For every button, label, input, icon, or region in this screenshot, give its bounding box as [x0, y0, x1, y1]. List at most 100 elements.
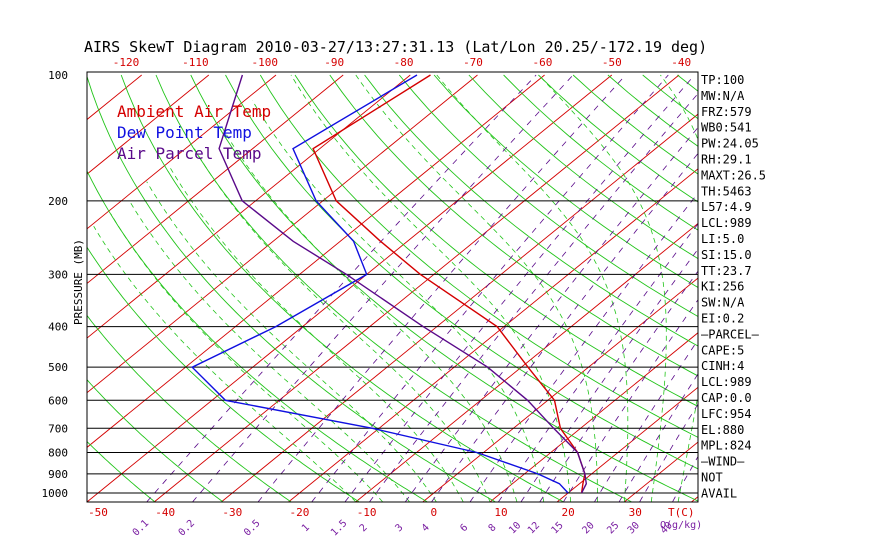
stat-line: KI:256	[701, 280, 744, 294]
bottom-tick-label: -10	[357, 506, 377, 519]
dry-adiabat-line	[259, 74, 698, 438]
mixing-ratio-line	[146, 74, 537, 502]
legend-ambient: Ambient Air Temp	[117, 102, 271, 121]
top-tick-label: -70	[463, 56, 483, 69]
y-tick-label: 200	[48, 195, 68, 208]
stat-line: PW:24.05	[701, 137, 759, 151]
isobars	[87, 200, 698, 494]
mixing-ratio-label: 1.5	[329, 518, 350, 539]
y-tick-label: 800	[48, 446, 68, 459]
isotherm-line	[489, 332, 698, 502]
stats-panel: TP:100 MW:N/A FRZ:579 WB0:541 PW:24.05 RH:29.…	[701, 73, 766, 500]
top-tick-label: -120	[113, 56, 140, 69]
mixing-ratio-line	[344, 74, 695, 502]
mixing-ratio-line	[192, 74, 574, 502]
mixing-ratio-unit: Q(g/kg)	[660, 520, 702, 531]
isotherm-line	[87, 74, 277, 230]
dry-adiabat-line	[0, 75, 19, 502]
isotherm-line	[288, 168, 698, 502]
dry-adiabat-line	[225, 74, 698, 470]
stat-line: TT:23.7	[701, 264, 752, 278]
mixing-ratio-line	[539, 270, 698, 502]
mixing-ratio-label: 1	[300, 522, 312, 534]
mixing-ratio-label: 20	[580, 520, 596, 536]
legend-parcel: Air Parcel Temp	[117, 144, 262, 163]
stat-line: LCL:989	[701, 375, 752, 389]
mixing-ratio-line	[404, 126, 698, 502]
moist-adiabat-line	[168, 165, 464, 502]
mixing-ratio-label: 12	[526, 520, 542, 536]
top-tick-label: -50	[602, 56, 622, 69]
dry-adiabat-line	[329, 74, 698, 377]
dry-adiabat-line	[851, 75, 870, 502]
moist-adiabat-line	[290, 74, 572, 502]
stat-line: MW:N/A	[701, 89, 745, 103]
top-tick-label: -80	[394, 56, 414, 69]
mixing-ratio-label: 4	[420, 522, 432, 534]
stat-line: NOT	[701, 471, 723, 485]
series-line-air-parcel-temp	[218, 74, 588, 494]
stat-line: RH:29.1	[701, 153, 752, 167]
isotherm-line	[0, 75, 7, 502]
moist-adiabat-line	[251, 100, 545, 502]
mixing-ratio-line	[311, 74, 669, 502]
dry-adiabat-line	[190, 74, 698, 502]
dry-adiabat-line	[294, 74, 698, 407]
mixing-ratio-label: 2	[358, 522, 370, 534]
stat-line: FRZ:579	[701, 105, 752, 119]
top-temp-ticks: -120 -110 -100 -90 -80 -70 -60 -50 -40	[113, 56, 691, 69]
bottom-tick-label: -20	[290, 506, 310, 519]
dry-adiabat-line	[120, 74, 564, 502]
top-tick-label: -100	[252, 56, 279, 69]
bottom-temp-ticks: -50 -40 -30 -20 -10 0 10 20 30	[88, 506, 642, 519]
stat-line: WB0:541	[701, 121, 752, 135]
mixing-ratio-label: 30	[626, 520, 642, 536]
moist-adiabat-line	[218, 122, 518, 502]
legend: Ambient Air Temp Dew Point Temp Air Parc…	[117, 102, 271, 163]
dry-adiabat-line	[155, 74, 632, 502]
profile-lines	[191, 74, 588, 494]
stat-line: —PARCEL—	[701, 327, 760, 341]
stat-line: EI:0.2	[701, 312, 744, 326]
mixing-ratio-line	[431, 152, 698, 502]
stat-line: LCL:989	[701, 216, 752, 230]
moist-adiabat-line	[660, 74, 698, 502]
dry-adiabat-line	[433, 74, 698, 288]
dry-adiabat-line	[364, 74, 698, 347]
chart-title: AIRS SkewT Diagram 2010-03-27/13:27:31.1…	[84, 38, 707, 56]
mixing-ratio-line	[369, 92, 698, 502]
moist-adiabat-line	[129, 200, 410, 502]
dry-adiabat-line	[468, 74, 698, 260]
moist-adiabat-line	[146, 181, 437, 502]
stat-line: SW:N/A	[701, 296, 745, 310]
dry-adiabat-line	[782, 75, 870, 502]
top-tick-label: -110	[182, 56, 209, 69]
y-tick-label: 100	[48, 69, 68, 82]
isotherm-line	[87, 74, 478, 394]
dry-adiabat-line	[87, 440, 156, 502]
isotherm-line	[87, 74, 613, 502]
isotherm-line	[556, 386, 698, 502]
mixing-ratio-label: 25	[605, 520, 621, 536]
bottom-tick-label: 30	[629, 506, 642, 519]
dry-adiabat-line	[398, 74, 698, 318]
bottom-tick-label: -50	[88, 506, 108, 519]
stat-line: LFC:954	[701, 407, 752, 421]
stat-line: EL:880	[701, 423, 744, 437]
moist-adiabat-line	[436, 74, 629, 502]
mixing-ratio-label: 15	[549, 520, 565, 536]
mixing-ratio-line	[520, 248, 698, 502]
mixing-ratio-label: 3	[394, 522, 406, 534]
y-tick-label: 500	[48, 361, 68, 374]
grid-lines	[0, 74, 870, 502]
series-line-dew-point-temp	[191, 74, 569, 494]
bottom-tick-label: -30	[222, 506, 242, 519]
dry-adiabat-line	[503, 74, 698, 231]
dry-adiabat-line	[87, 170, 428, 502]
top-tick-label: -60	[532, 56, 552, 69]
isotherm-line	[87, 74, 411, 339]
stat-line: MPL:824	[701, 439, 752, 453]
y-tick-label: 300	[48, 268, 68, 281]
bottom-tick-label: -40	[155, 506, 175, 519]
